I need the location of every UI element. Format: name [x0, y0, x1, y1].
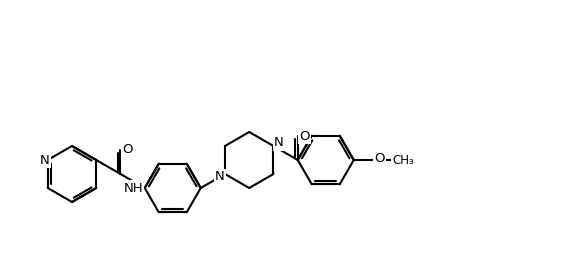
Text: N: N [215, 170, 225, 183]
Text: N: N [40, 153, 50, 167]
Text: O: O [299, 130, 310, 143]
Text: N: N [273, 136, 284, 150]
Text: NH: NH [124, 182, 143, 195]
Text: CH₃: CH₃ [392, 153, 414, 167]
Text: O: O [375, 152, 385, 166]
Text: O: O [122, 143, 133, 156]
